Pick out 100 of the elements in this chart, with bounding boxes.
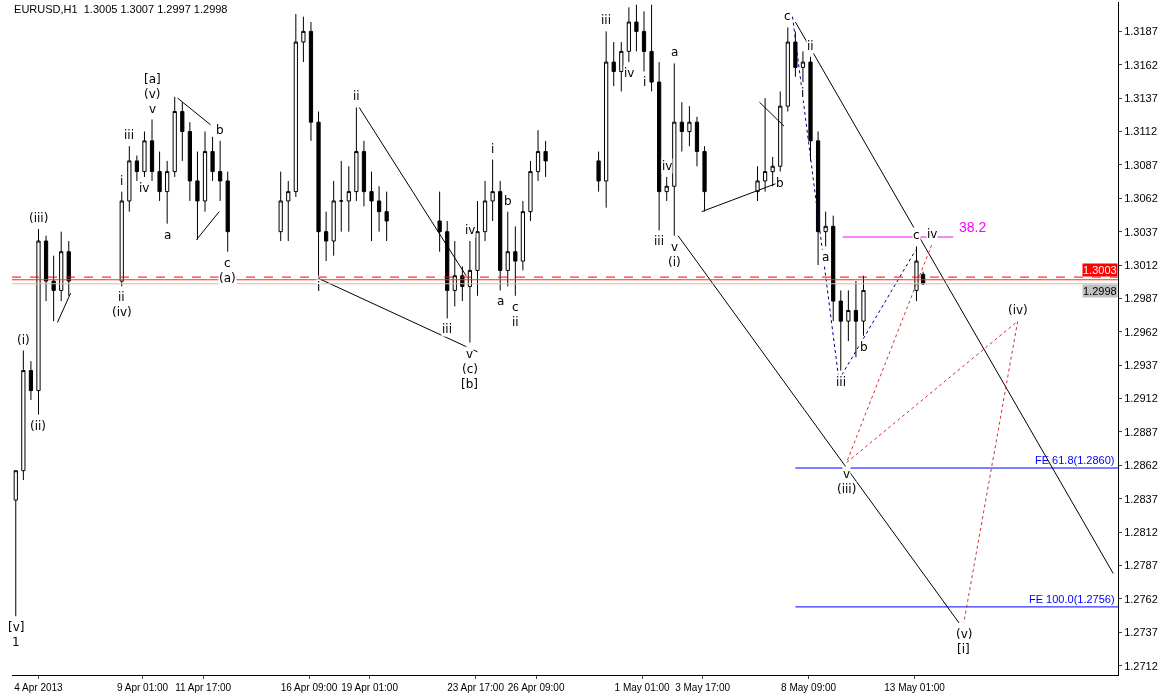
candlestick [376,185,382,233]
candlestick [611,41,616,87]
annotation: i [491,142,495,156]
annotation: iv [139,181,150,195]
candlestick [384,191,389,242]
x-tick-label: 16 Apr 09:00 [280,682,338,693]
annotation: b [216,123,224,137]
annotation: c [913,228,920,242]
y-tick-label: 1.3187 [1124,25,1158,38]
candlestick [293,13,298,198]
candlestick [679,101,684,153]
candlestick [339,160,344,233]
candlestick [218,140,223,202]
x-tick-label: 1 May 01:00 [614,682,671,693]
candlestick [157,151,162,202]
x-tick-label: 11 Apr 17:00 [175,682,232,693]
candlestick [51,255,56,322]
candlestick [278,171,283,242]
candlestick [36,228,41,416]
candlestick [28,360,34,401]
annotation: c [784,9,791,23]
candlestick [808,56,813,162]
candlestick [165,160,170,225]
candlestick [134,155,140,182]
y-tick-label: 1.2812 [1124,525,1158,538]
candlestick [800,50,806,83]
annotation: iii [601,13,612,27]
annotation: a [671,45,679,59]
annotation: i [643,75,647,89]
y-tick-label: 1.3137 [1124,91,1158,104]
candlestick [641,10,647,72]
annotation: iv [662,159,673,173]
ref-line-label: 1.2998 [1083,285,1117,297]
y-tick-label: 1.2787 [1124,559,1158,572]
candlestick [634,4,639,52]
annotation: (iv) [112,305,132,319]
candlestick [823,211,828,247]
annotation: (i) [17,333,30,347]
annotation: (v) [144,87,161,101]
series-label: FE 100.0(1.2756) [1029,593,1115,605]
candlestick [21,350,26,481]
x-tick-label: 8 May 09:00 [781,682,837,693]
candlestick [210,136,215,182]
candlestick [354,106,359,202]
candlestick [664,176,669,202]
y-tick-label: 1.3087 [1124,158,1158,171]
candlestick [286,180,291,242]
annotation: (iv) [1008,303,1028,317]
candlestick [596,151,601,193]
annotation: (a) [219,271,236,285]
x-tick-label: 26 Apr 09:00 [507,682,565,693]
candlestick [331,180,336,257]
candlestick [187,121,192,202]
candlestick [316,111,321,277]
candlestick [528,160,533,222]
y-tick-label: 1.3162 [1124,58,1158,71]
y-tick-label: 1.2712 [1124,659,1158,672]
y-tick-label: 1.2937 [1124,359,1158,372]
annotation: iv [465,223,476,237]
candlestick [520,200,526,271]
candlestick [505,211,510,287]
candlestick [172,96,177,178]
y-tick-label: 1.2837 [1124,492,1158,505]
candlestick [142,131,147,178]
candlestick [13,470,18,617]
y-tick-label: 1.3012 [1124,258,1158,271]
ref-line-label: 1.3003 [1083,264,1117,276]
y-tick-label: 1.2862 [1124,459,1158,472]
annotation: i [317,280,321,294]
candlestick [846,289,851,342]
candlestick [687,105,692,147]
y-tick-label: 1.3112 [1124,125,1158,138]
y-tick-label: 1.3062 [1124,192,1158,205]
candlestick [361,140,367,207]
x-tick-label: 4 Apr 2013 [14,682,64,693]
annotation: i [801,86,805,100]
annotation: ii [512,315,519,329]
candlestick [490,159,495,222]
annotation: (v) [956,627,973,641]
y-tick-label: 1.2762 [1124,592,1158,605]
series-label: 38.2 [959,219,987,235]
annotation: ii [353,89,360,103]
annotation: iii [124,128,135,142]
annotation: c [512,300,519,314]
annotation: a [822,250,830,264]
annotation: b [504,194,512,208]
y-tick-label: 1.2987 [1124,292,1158,305]
x-tick-label: 9 Apr 01:00 [116,682,169,693]
candlestick [626,6,631,63]
candlestick [437,191,442,253]
candlestick [369,171,374,242]
annotation: iv [624,66,635,80]
candlestick [149,119,155,182]
candlestick [793,30,798,78]
y-tick-label: 1.2887 [1124,425,1158,438]
annotation: (iii) [837,482,857,496]
annotation: (i) [668,255,681,269]
candlestick [831,215,836,322]
annotation: [i] [957,642,970,656]
annotation: iv [927,227,938,241]
